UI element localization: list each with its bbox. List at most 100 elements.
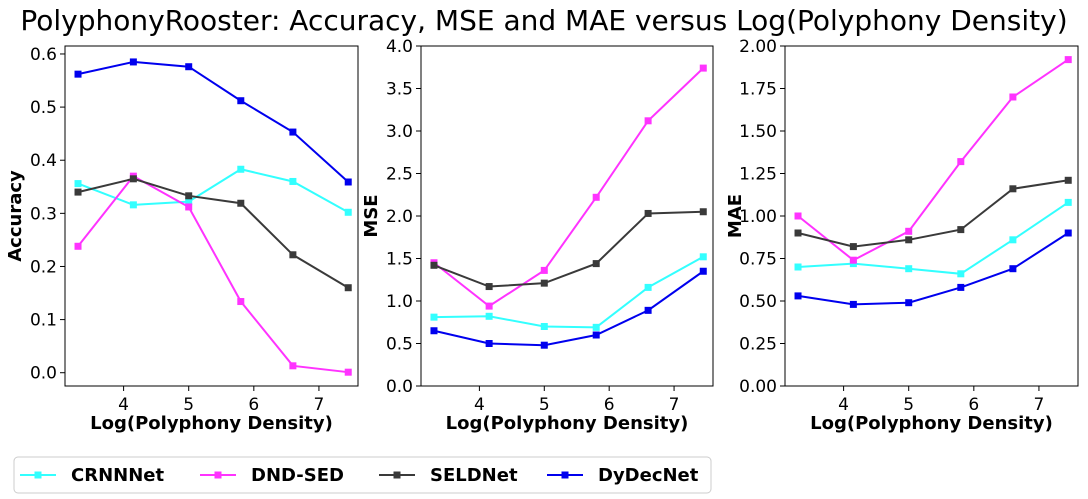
accuracy-point-dnd-sed [289, 362, 297, 370]
mae-ytick-label: 0.00 [739, 377, 777, 397]
accuracy-point-seldnet [74, 188, 82, 196]
mse-point-crnnnet [592, 323, 600, 331]
accuracy-point-dnd-sed [344, 368, 352, 376]
mae-xtick-label: 7 [1034, 395, 1045, 415]
accuracy-series-crnnnet [74, 165, 352, 216]
legend-swatch-marker [561, 471, 569, 479]
mae-ytick-label: 0.25 [739, 335, 777, 355]
accuracy-axes-frame [64, 45, 359, 387]
mae-line-dydecnet [797, 232, 1069, 306]
mae-point-dydecnet [1009, 265, 1017, 273]
mae-series-seldnet [794, 176, 1072, 251]
legend-label: CRNNNet [71, 465, 164, 486]
mse-point-dydecnet [430, 327, 438, 335]
accuracy-point-dydecnet [185, 63, 193, 71]
accuracy-ytick-label: 0.0 [30, 364, 57, 384]
accuracy-point-dnd-sed [237, 298, 245, 306]
mse-point-dydecnet [485, 340, 493, 347]
accuracy-series-dydecnet [74, 58, 352, 186]
accuracy-ytick-label: 0.6 [30, 45, 57, 65]
accuracy-xtick-label: 7 [314, 395, 325, 415]
mae-series-dydecnet [794, 229, 1072, 308]
mse-xtick-label: 6 [604, 395, 615, 415]
accuracy-point-crnnnet [74, 180, 82, 188]
mae-series-dnd-sed [794, 56, 1072, 264]
figure-title: PolyphonyRooster: Accuracy, MSE and MAE … [20, 4, 1067, 37]
subplot-mae: 0.00 0.25 0.50 0.75 1.00 1.25 1.50 1.75 2.00 4 5 6 7… [725, 37, 1079, 434]
accuracy-ytick-label: 0.1 [30, 311, 57, 331]
accuracy-line-dnd-sed [77, 174, 349, 374]
mse-ytick-label: 3.0 [386, 122, 413, 142]
mse-point-crnnnet [540, 323, 548, 330]
legend-label: DND-SED [251, 465, 344, 486]
mae-point-dydecnet [905, 299, 913, 307]
mse-ytick-label: 4.0 [386, 37, 413, 57]
mae-point-seldnet [957, 226, 965, 234]
mae-line-seldnet [797, 179, 1069, 248]
mae-point-dnd-sed [1009, 93, 1017, 101]
legend-swatch-marker [214, 471, 222, 479]
mse-ytick-label: 2.5 [386, 165, 413, 185]
legend-item-dydecnet: DyDecNet [547, 465, 699, 486]
legend-swatch-marker [34, 471, 42, 479]
accuracy-line-dydecnet [77, 60, 349, 183]
mse-point-seldnet [699, 208, 707, 216]
mse-point-crnnnet [699, 253, 707, 261]
mae-point-seldnet [794, 229, 802, 237]
accuracy-point-crnnnet [129, 201, 137, 209]
accuracy-point-dydecnet [344, 178, 352, 186]
accuracy-point-crnnnet [344, 208, 352, 216]
mae-ytick-label: 1.00 [739, 207, 777, 227]
mae-point-dnd-sed [905, 227, 913, 235]
legend: CRNNNet DND-SED SELDNet DyDecNet [13, 456, 712, 494]
accuracy-line-crnnnet [77, 168, 349, 214]
mae-axes-frame [784, 45, 1079, 387]
mae-point-crnnnet [794, 263, 802, 271]
mse-series-crnnnet [430, 253, 707, 331]
mse-series-dydecnet [430, 267, 707, 349]
mae-point-dnd-sed [849, 256, 857, 264]
mse-point-dydecnet [699, 267, 707, 275]
mse-line-dnd-sed [433, 67, 704, 308]
mse-line-seldnet [433, 210, 704, 288]
mae-point-dnd-sed [1064, 56, 1072, 64]
accuracy-point-dydecnet [74, 70, 82, 78]
mae-ytick-label: 1.75 [739, 80, 777, 100]
mae-point-dydecnet [1064, 229, 1072, 237]
mae-point-crnnnet [905, 265, 913, 273]
mae-xtick-label: 4 [838, 395, 849, 415]
accuracy-point-dydecnet [289, 128, 297, 136]
mse-point-seldnet [430, 261, 438, 269]
mse-line-dydecnet [433, 270, 704, 347]
legend-item-dnd-sed: DND-SED [200, 465, 344, 486]
mse-point-seldnet [540, 279, 548, 287]
mae-point-crnnnet [957, 270, 965, 278]
mse-xtick-label: 4 [474, 395, 485, 415]
mae-point-seldnet [849, 243, 857, 251]
accuracy-ytick-label: 0.3 [30, 204, 57, 224]
mse-point-crnnnet [485, 312, 493, 320]
mse-point-dnd-sed [485, 302, 493, 310]
accuracy-line-seldnet [77, 177, 349, 289]
mse-point-crnnnet [430, 313, 438, 321]
mse-series-seldnet [430, 208, 707, 291]
mae-point-seldnet [1009, 185, 1017, 193]
mae-ytick-label: 2.00 [739, 37, 777, 57]
accuracy-yaxis-label: Accuracy [5, 170, 26, 262]
mse-point-seldnet [485, 283, 493, 291]
accuracy-point-seldnet [289, 251, 297, 259]
accuracy-point-seldnet [185, 192, 193, 200]
mae-yaxis-label: MAE [725, 194, 746, 238]
legend-label: DyDecNet [598, 465, 699, 486]
accuracy-series-dnd-sed [74, 172, 352, 376]
mse-axes-frame [420, 45, 714, 387]
mse-series-dnd-sed [430, 64, 707, 310]
accuracy-point-seldnet [344, 284, 352, 292]
accuracy-xtick-label: 5 [183, 395, 194, 415]
legend-item-crnnnet: CRNNNet [20, 465, 164, 486]
mae-ytick-label: 0.75 [739, 250, 777, 270]
legend-label: SELDNet [430, 465, 518, 486]
mse-point-dydecnet [540, 341, 548, 349]
